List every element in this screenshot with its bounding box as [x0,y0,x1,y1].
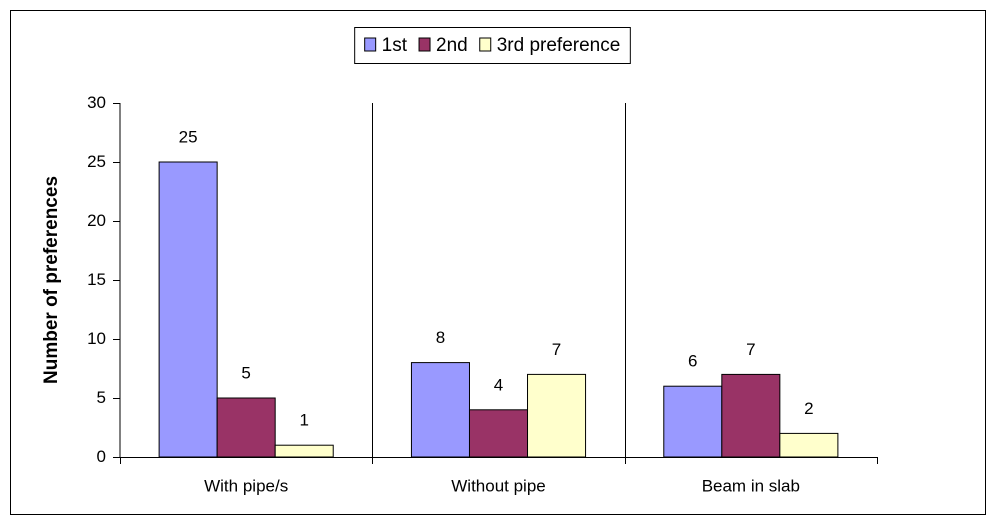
legend-label: 2nd [436,35,468,56]
bar [721,373,781,458]
y-tick-label: 20 [87,211,106,230]
data-label: 4 [494,375,503,394]
y-tick-label: 10 [87,329,106,348]
data-label: 2 [804,399,813,418]
legend-swatch [418,37,431,52]
x-tick-label: Beam in slab [702,476,800,495]
x-tick-label: With pipe/s [204,476,288,495]
legend-swatch [364,37,377,52]
data-label: 5 [241,363,250,382]
data-label: 8 [436,328,445,347]
y-tick-label: 25 [87,152,106,171]
legend [354,27,631,64]
bar [468,409,529,458]
bar [663,385,723,458]
data-label: 7 [552,340,561,359]
bar [410,362,470,458]
data-label: 6 [688,352,697,371]
x-tick-label: Without pipe [451,476,546,495]
bar [216,397,276,458]
y-tick-label: 15 [87,270,106,289]
bar [158,161,218,458]
bar [527,373,587,458]
data-label: 25 [179,127,198,146]
y-tick-label: 30 [87,93,106,112]
bar [779,432,839,458]
data-label: 7 [746,340,755,359]
bar [274,444,334,458]
legend-label: 3rd preference [497,35,621,56]
legend-label: 1st [382,35,408,56]
legend-swatch [479,37,492,52]
y-tick-label: 5 [97,388,106,407]
y-tick-label: 0 [97,447,106,466]
y-axis-label: Number of preferences [41,176,62,384]
data-label: 1 [299,411,308,430]
